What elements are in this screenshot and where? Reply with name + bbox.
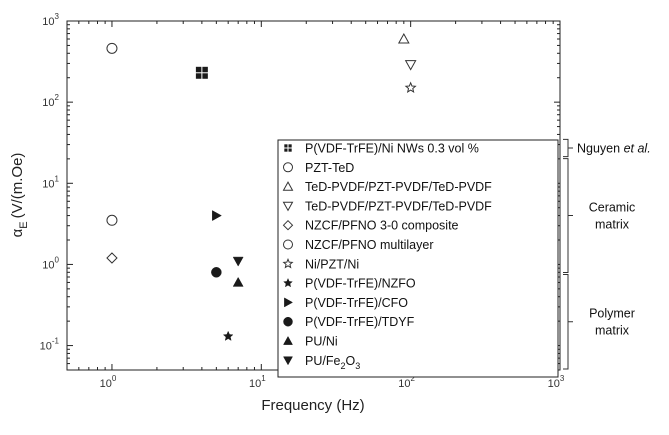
data-point [212,210,222,222]
bracket-line [563,138,573,158]
group-bracket: Nguyen et al. [563,138,651,158]
x-tick-label: 102 [398,374,415,390]
y-axis-label-unit: (V/(m.Oe) [9,153,26,219]
legend-box [277,139,559,378]
group-label: matrix [595,324,630,338]
bracket-line [563,273,573,370]
group-label: Ceramic [589,201,636,215]
legend-item: TeD-PVDF/PZT-PVDF/TeD-PVDF [282,180,492,194]
legend-item: P(VDF-TrFE)/Ni NWs 0.3 vol % [284,142,479,156]
y-tick-label: 101 [42,174,59,190]
legend-item: PZT-TeD [283,161,354,175]
legend-marker [283,239,293,250]
group-bracket: Ceramic matrix [563,158,636,273]
y-axis-label-symbol: α [9,228,26,237]
y-tick-label: 10-1 [40,337,60,353]
data-point [211,267,222,278]
legend-item: P(VDF-TrFE)/NZFO [283,277,416,291]
legend-item: P(VDF-TrFE)/CFO [284,296,408,310]
y-tick-label: 102 [42,93,59,109]
group-label: matrix [595,218,630,232]
legend-label: NZCF/PFNO multilayer [305,238,433,252]
data-point [106,214,118,226]
y-axis-label-sub: E [18,221,30,228]
y-axis-label: αE (V/(m.Oe) [9,153,30,238]
legend: P(VDF-TrFE)/Ni NWs 0.3 vol % PZT-TeD TeD-P… [277,139,559,378]
bracket-line [563,158,573,273]
legend-item: NZCF/PFNO multilayer [283,238,433,252]
legend-item: PU/Fe2O3 [283,354,360,371]
legend-label: TeD-PVDF/PZT-PVDF/TeD-PVDF [305,180,492,194]
data-point [232,276,244,287]
data-points [106,32,417,341]
legend-marker [283,335,293,345]
data-point [222,330,234,341]
legend-label: NZCF/PFNO 3-0 composite [305,219,459,233]
x-tick-label: 101 [249,374,266,390]
legend-label: P(VDF-TrFE)/CFO [305,296,408,310]
y-tick-label: 100 [42,255,59,271]
legend-marker [283,316,293,327]
legend-marker [282,181,294,191]
data-point [232,256,244,267]
legend-label: P(VDF-TrFE)/TDYF [305,315,415,329]
legend-label: P(VDF-TrFE)/NZFO [305,277,416,291]
legend-item: PU/Ni [283,335,338,349]
legend-marker [284,297,294,308]
x-tick-label: 100 [100,374,117,390]
y-tick-label: 103 [42,12,59,28]
legend-label: Ni/PZT/Ni [305,257,359,271]
legend-marker [284,144,292,152]
legend-label: P(VDF-TrFE)/Ni NWs 0.3 vol % [305,142,479,156]
legend-marker [282,257,294,269]
legend-item: TeD-PVDF/PZT-PVDF/TeD-PVDF [282,199,492,213]
legend-label: PU/Fe2O3 [305,354,360,371]
legend-marker [282,219,294,231]
legend-marker [283,277,293,288]
legend-item: P(VDF-TrFE)/TDYF [283,315,415,329]
group-label: Nguyen et al. [577,142,651,156]
x-tick-label: 103 [548,374,565,390]
legend-marker [283,356,293,366]
data-point [404,81,417,93]
legend-marker [282,201,294,212]
legend-item: NZCF/PFNO 3-0 composite [282,219,459,233]
x-axis-label: Frequency (Hz) [261,397,364,414]
data-point [106,252,118,264]
group-bracket: Polymer matrix [563,273,635,370]
legend-label: PU/Ni [305,335,338,349]
legend-item: Ni/PZT/Ni [282,257,359,271]
svg-text:αE(V/(m.Oe): αE (V/(m.Oe) [9,153,30,238]
group-annotations: Nguyen et al. Ceramic matrix Polymer matrix [563,138,651,370]
data-point [397,32,410,44]
legend-label: PZT-TeD [305,161,354,175]
data-point [195,66,208,79]
legend-marker [283,162,293,173]
legend-label: TeD-PVDF/PZT-PVDF/TeD-PVDF [305,199,492,213]
data-point [106,42,118,54]
group-label: Polymer [589,307,635,321]
data-point [404,60,417,71]
